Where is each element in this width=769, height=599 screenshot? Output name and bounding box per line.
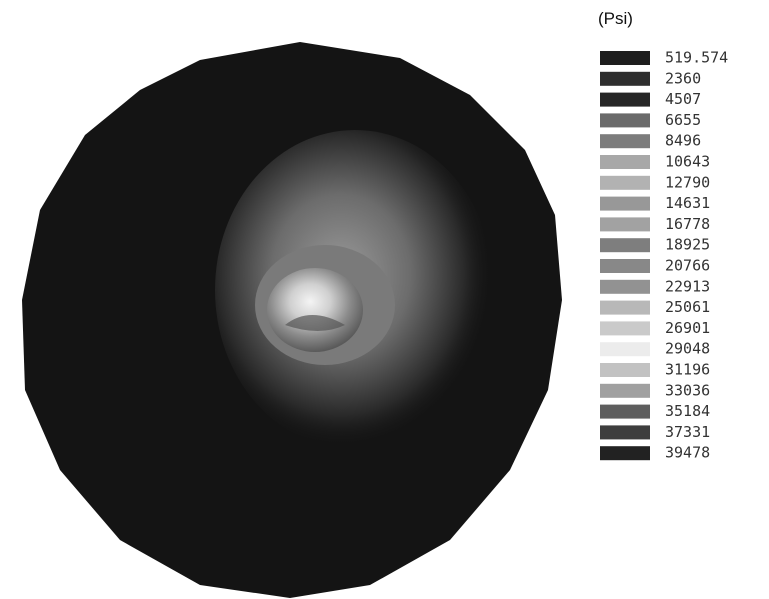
legend-label: 12790 [665,173,710,191]
legend-label: 26901 [665,319,710,337]
legend-label: 22913 [665,277,710,295]
legend: 519.574 2360 4507 6655 8496 10643 12790 14631 16… [600,49,728,462]
legend-label: 4507 [665,90,701,108]
legend-label: 2360 [665,69,701,87]
legend-swatch [600,300,650,315]
legend-swatch [600,113,650,128]
legend-label: 16778 [665,215,710,233]
legend-label: 10643 [665,153,710,171]
legend-swatch [600,259,650,273]
legend-swatch [600,342,650,357]
stress-core [267,268,363,352]
legend-label: 8496 [665,132,701,150]
legend-label: 37331 [665,423,710,441]
legend-label: 25061 [665,298,710,316]
legend-label: 14631 [665,194,710,212]
legend-swatch [600,425,650,440]
legend-label: 29048 [665,340,710,358]
legend-swatch [600,383,650,398]
core-shadow [285,315,345,331]
legend-swatch [600,175,650,190]
legend-swatch [600,217,650,232]
legend-swatch [600,446,650,461]
legend-label: 6655 [665,111,701,129]
legend-swatch [600,279,650,294]
legend-swatch [600,92,650,107]
legend-label: 31196 [665,361,710,379]
legend-label: 519.574 [665,49,728,67]
legend-label: 18925 [665,236,710,254]
legend-label: 20766 [665,257,710,275]
legend-swatch [600,196,650,211]
legend-swatch [600,134,650,149]
legend-title: (Psi) [598,9,633,28]
legend-swatch [600,363,650,377]
legend-swatch [600,155,650,169]
legend-label: 39478 [665,444,710,462]
legend-swatch [600,51,650,65]
legend-swatch [600,404,650,419]
contour-plot [22,42,562,598]
legend-label: 35184 [665,402,710,420]
legend-label: 33036 [665,381,710,399]
legend-swatch [600,71,650,86]
legend-swatch [600,321,650,336]
legend-swatch [600,238,650,253]
